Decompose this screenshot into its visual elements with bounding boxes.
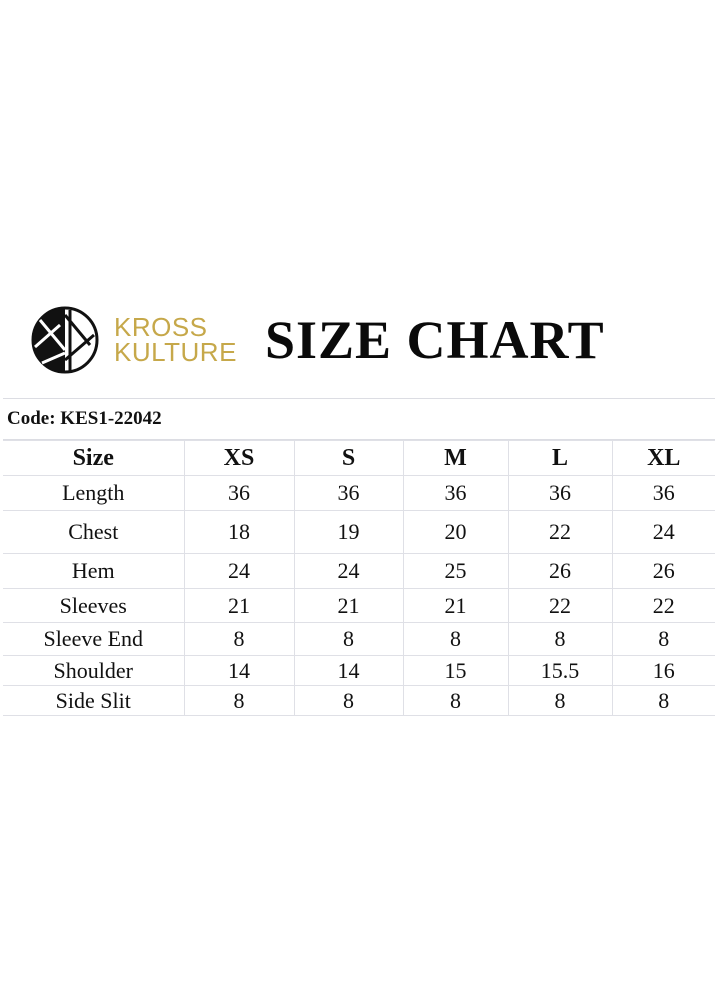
measurement-label: Length [3,475,185,511]
table-row: Shoulder 14 14 15 15.5 16 [3,655,715,686]
measurement-value: 20 [402,510,509,554]
measurement-value: 8 [507,622,613,656]
measurement-value: 22 [611,588,715,623]
measurement-value: 21 [183,588,295,623]
measurement-value: 8 [183,685,295,716]
column-header: XS [183,440,295,476]
column-header: XL [611,440,715,476]
table-row: Hem 24 24 25 26 26 [3,553,715,589]
table-row: Sleeve End 8 8 8 8 8 [3,622,715,656]
measurement-value: 8 [402,622,509,656]
measurement-value: 36 [611,475,715,511]
measurement-value: 36 [293,475,404,511]
measurement-value: 36 [507,475,613,511]
measurement-value: 21 [293,588,404,623]
measurement-value: 8 [611,622,715,656]
measurement-value: 16 [611,655,715,686]
measurement-value: 8 [507,685,613,716]
measurement-value: 8 [611,685,715,716]
measurement-value: 8 [183,622,295,656]
kross-kulture-logo-icon [31,306,99,374]
measurement-value: 18 [183,510,295,554]
table-header-row: Size XS S M L XL [3,440,715,476]
measurement-value: 24 [183,553,295,589]
measurement-label: Side Slit [3,685,185,716]
measurement-value: 14 [183,655,295,686]
measurement-label: Chest [3,510,185,554]
measurement-label: Hem [3,553,185,589]
measurement-value: 22 [507,588,613,623]
measurement-value: 8 [402,685,509,716]
measurement-value: 24 [611,510,715,554]
measurement-value: 26 [611,553,715,589]
measurement-value: 25 [402,553,509,589]
measurement-value: 8 [293,685,404,716]
measurement-value: 21 [402,588,509,623]
measurement-label: Shoulder [3,655,185,686]
table-row: Length 36 36 36 36 36 [3,475,715,511]
measurement-label: Sleeves [3,588,185,623]
brand-line-1: KROSS [114,312,208,342]
table-row: Sleeves 21 21 21 22 22 [3,588,715,623]
measurement-value: 26 [507,553,613,589]
table-row: Chest 18 19 20 22 24 [3,510,715,554]
measurement-value: 19 [293,510,404,554]
size-chart-header: KROSS KULTURE SIZE CHART [30,305,605,375]
measurement-value: 15 [402,655,509,686]
table-row: Side Slit 8 8 8 8 8 [3,685,715,716]
product-code: Code: KES1-22042 [7,408,162,429]
size-table: Size XS S M L XL Length 36 36 36 36 36 Chest 18 19 20 2… [3,440,715,716]
brand-line-2: KULTURE [114,337,237,367]
measurement-value: 14 [293,655,404,686]
measurement-value: 15.5 [507,655,613,686]
product-code-row: Code: KES1-22042 [3,398,715,440]
brand-name: KROSS KULTURE [114,312,237,367]
measurement-value: 8 [293,622,404,656]
column-header: M [402,440,509,476]
page-title: SIZE CHART [264,310,605,370]
measurement-label: Sleeve End [3,622,185,656]
column-header: L [507,440,613,476]
measurement-value: 22 [507,510,613,554]
column-header: Size [3,440,185,476]
measurement-value: 36 [183,475,295,511]
column-header: S [293,440,404,476]
measurement-value: 36 [402,475,509,511]
measurement-value: 24 [293,553,404,589]
